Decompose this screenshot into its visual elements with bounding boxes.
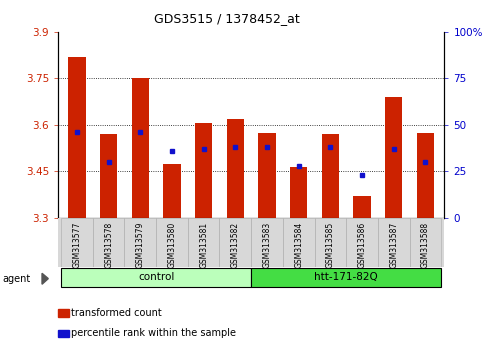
Bar (314, 218, 346, 267)
Bar (251, 218, 283, 267)
Bar (219, 218, 251, 267)
Text: GSM313583: GSM313583 (262, 222, 271, 268)
Text: GSM313578: GSM313578 (104, 222, 113, 268)
Text: GSM313588: GSM313588 (421, 222, 430, 268)
Text: GSM313581: GSM313581 (199, 222, 208, 268)
Bar (125, 218, 156, 267)
Text: GSM313579: GSM313579 (136, 222, 145, 268)
Text: htt-171-82Q: htt-171-82Q (314, 272, 378, 282)
Bar (163, 164, 181, 218)
Bar (68, 57, 85, 218)
Bar (283, 218, 314, 267)
Bar (227, 119, 244, 218)
Bar (156, 218, 188, 267)
Bar (195, 123, 213, 218)
Bar (290, 167, 307, 218)
Bar (251, 268, 441, 287)
Bar (188, 218, 219, 267)
Text: control: control (138, 272, 174, 282)
Polygon shape (42, 273, 48, 284)
Text: GSM313582: GSM313582 (231, 222, 240, 268)
Text: GDS3515 / 1378452_at: GDS3515 / 1378452_at (154, 12, 300, 25)
Text: GSM313577: GSM313577 (72, 222, 82, 268)
Bar (131, 78, 149, 218)
Bar (378, 218, 410, 267)
Bar (100, 134, 117, 218)
Bar (417, 132, 434, 218)
Text: GSM313584: GSM313584 (294, 222, 303, 268)
Text: GSM313580: GSM313580 (168, 222, 176, 268)
Text: percentile rank within the sample: percentile rank within the sample (71, 329, 237, 338)
Bar (385, 97, 402, 218)
Bar (258, 132, 276, 218)
Bar (410, 218, 441, 267)
Text: GSM313587: GSM313587 (389, 222, 398, 268)
Bar (61, 218, 93, 267)
Bar (61, 268, 251, 287)
Text: GSM313586: GSM313586 (357, 222, 367, 268)
Bar (346, 218, 378, 267)
Bar (322, 134, 339, 218)
Bar (353, 196, 371, 218)
Text: transformed count: transformed count (71, 308, 162, 318)
Text: agent: agent (2, 274, 30, 284)
Text: GSM313585: GSM313585 (326, 222, 335, 268)
Bar (93, 218, 125, 267)
